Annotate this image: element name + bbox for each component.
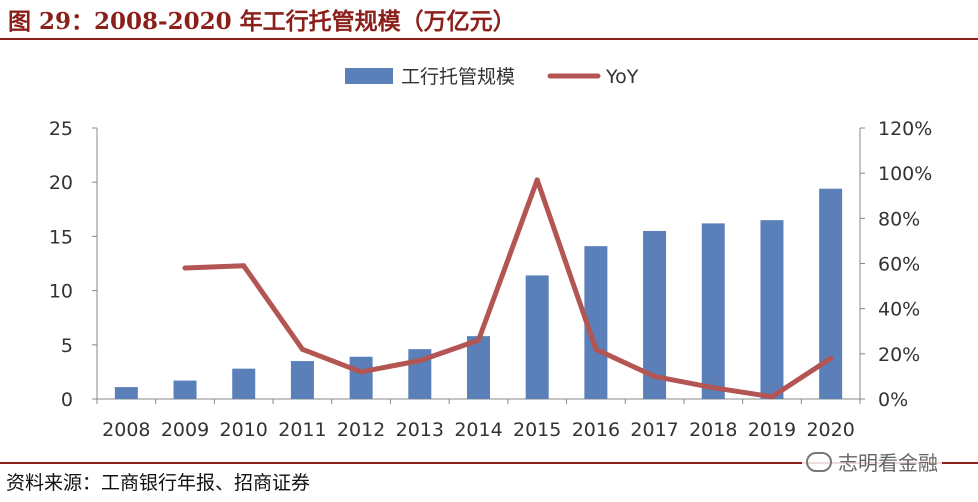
right-axis-tick-label: 100%: [878, 163, 932, 185]
left-axis-tick-label: 20: [49, 172, 73, 194]
x-axis-tick-label: 2009: [161, 419, 209, 441]
chart: 工行托管规模 YoY 0 5 10 15 20 25 0% 20% 40% 60% 80% 100% 12…: [49, 66, 933, 441]
bar-2020: [819, 188, 843, 399]
left-axis-tick-label: 10: [49, 281, 73, 303]
line-series: [182, 177, 834, 400]
yoy-line: [182, 177, 834, 400]
left-axis-tick-label: 0: [61, 389, 73, 411]
x-axis-tick-label: 2017: [630, 419, 678, 441]
bar-2009: [173, 380, 197, 399]
left-axis-tick-label: 15: [49, 226, 73, 248]
source-note: 资料来源：工商银行年报、招商证券: [6, 472, 311, 494]
x-axis-tick-label: 2018: [689, 419, 737, 441]
x-axis-tick-label: 2014: [454, 419, 502, 441]
legend: 工行托管规模 YoY: [345, 66, 639, 88]
bar-2010: [232, 368, 256, 399]
title-divider: [0, 38, 978, 40]
bar-2017: [643, 230, 667, 399]
right-axis-tick-label: 120%: [878, 118, 932, 140]
legend-bar-swatch: [345, 68, 393, 84]
bar-2018: [701, 223, 725, 399]
bar-series: [114, 188, 843, 399]
wechat-icon: [806, 452, 832, 472]
yoy-point: [358, 369, 364, 375]
bar-2011: [290, 361, 314, 399]
bar-2019: [760, 220, 784, 399]
chart-title: 图 29：2008-2020 年工行托管规模（万亿元）: [8, 8, 516, 35]
yoy-point: [534, 177, 540, 183]
bar-2014: [467, 336, 490, 399]
left-axis-tick-label: 5: [61, 335, 73, 357]
right-axis-tick-label: 20%: [878, 344, 920, 366]
legend-line-label: YoY: [605, 66, 639, 88]
x-axis-tick-label: 2019: [748, 419, 796, 441]
right-axis-tick-label: 0%: [878, 389, 908, 411]
bar-2008: [114, 387, 138, 399]
bar-2016: [584, 246, 608, 399]
yoy-point: [299, 346, 305, 352]
right-axis-tick-label: 80%: [878, 208, 920, 230]
bar-2012: [349, 356, 373, 399]
x-axis-tick-label: 2013: [396, 419, 444, 441]
watermark-text: 志明看金融: [838, 451, 938, 475]
footer-divider: [0, 462, 978, 464]
x-axis-tick-label: 2016: [572, 419, 620, 441]
x-axis-tick-label: 2011: [278, 419, 326, 441]
x-axis-tick-label: 2012: [337, 419, 385, 441]
left-axis-tick-label: 25: [49, 118, 73, 140]
yoy-point: [769, 394, 775, 400]
yoy-point: [241, 263, 247, 269]
x-axis-tick-label: 2015: [513, 419, 561, 441]
yoy-point: [828, 355, 834, 361]
yoy-point: [710, 385, 716, 391]
right-axis-tick-label: 40%: [878, 299, 920, 321]
x-axis-tick-label: 2008: [102, 419, 150, 441]
right-axis-tick-label: 60%: [878, 254, 920, 276]
axes: 0 5 10 15 20 25 0% 20% 40% 60% 80% 100% 120% 2008 2009…: [49, 118, 933, 441]
legend-bar-label: 工行托管规模: [401, 66, 515, 88]
yoy-point: [476, 337, 481, 343]
yoy-point: [182, 265, 188, 271]
x-axis-tick-label: 2010: [220, 419, 268, 441]
watermark: 志明看金融: [802, 447, 942, 476]
yoy-point: [593, 346, 599, 352]
x-axis-tick-label: 2020: [806, 419, 854, 441]
yoy-point: [417, 358, 423, 364]
yoy-point: [652, 373, 658, 379]
bar-2015: [525, 275, 549, 399]
